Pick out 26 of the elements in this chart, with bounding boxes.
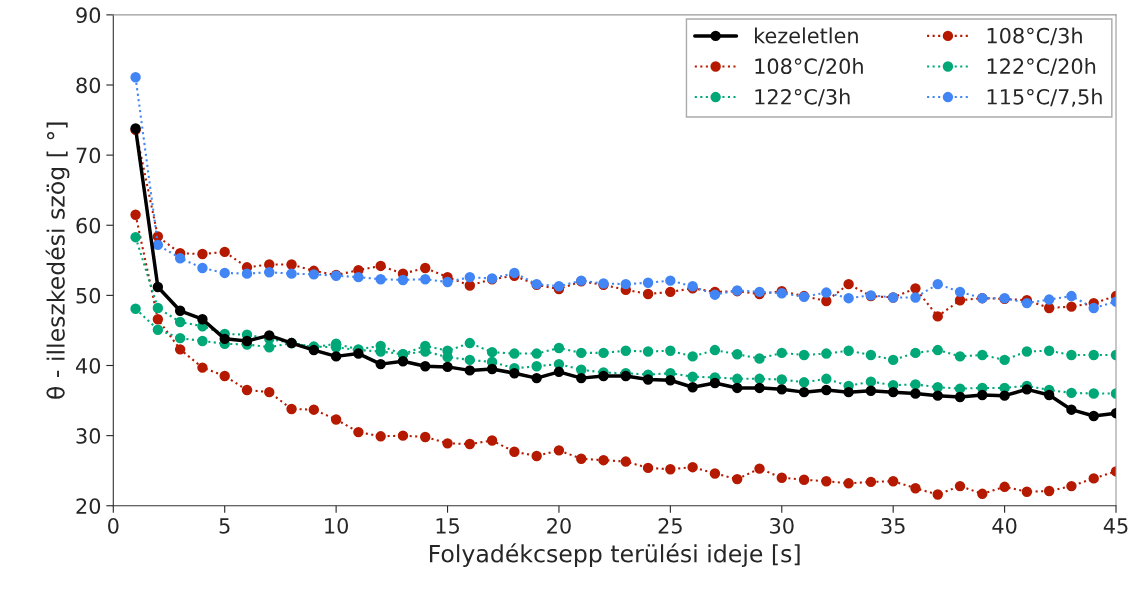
x-tick-label: 10 <box>325 517 348 534</box>
x-tick-label: 45 <box>1103 518 1128 534</box>
y-tick-label: 60 <box>76 217 101 234</box>
y-tick-label: 80 <box>76 77 101 94</box>
legend-label: 108°C/3h <box>987 27 1082 46</box>
x-tick-label: 5 <box>219 518 230 534</box>
y-tick-label: 20 <box>76 498 101 514</box>
legend-label: kezeletlen <box>755 27 858 44</box>
x-tick-label: 40 <box>992 517 1017 534</box>
x-tick-label: 30 <box>770 517 794 534</box>
x-tick-label: 20 <box>547 517 571 534</box>
y-tick-label: 50 <box>76 287 101 304</box>
y-tick-label: 70 <box>76 147 101 164</box>
x-tick-label: 0 <box>108 517 119 534</box>
y-tick-label: 30 <box>76 428 101 444</box>
legend-label: 122°C/3h <box>755 88 850 107</box>
y-tick-label: 40 <box>76 357 101 374</box>
legend-label: 122°C/20h <box>987 57 1096 76</box>
x-tick-label: 15 <box>436 518 459 534</box>
x-tick-label: 25 <box>658 517 682 534</box>
x-tick-label: 35 <box>881 517 905 534</box>
legend-label: 108°C/20h <box>755 57 863 76</box>
y-axis-title: θ - illeszkedési szög [ °] <box>45 122 70 399</box>
x-axis-title: Folyadékcsepp terülési ideje [s] <box>429 543 800 568</box>
y-tick-label: 90 <box>76 7 101 24</box>
legend-label: 115°C/7,5h <box>987 88 1102 107</box>
